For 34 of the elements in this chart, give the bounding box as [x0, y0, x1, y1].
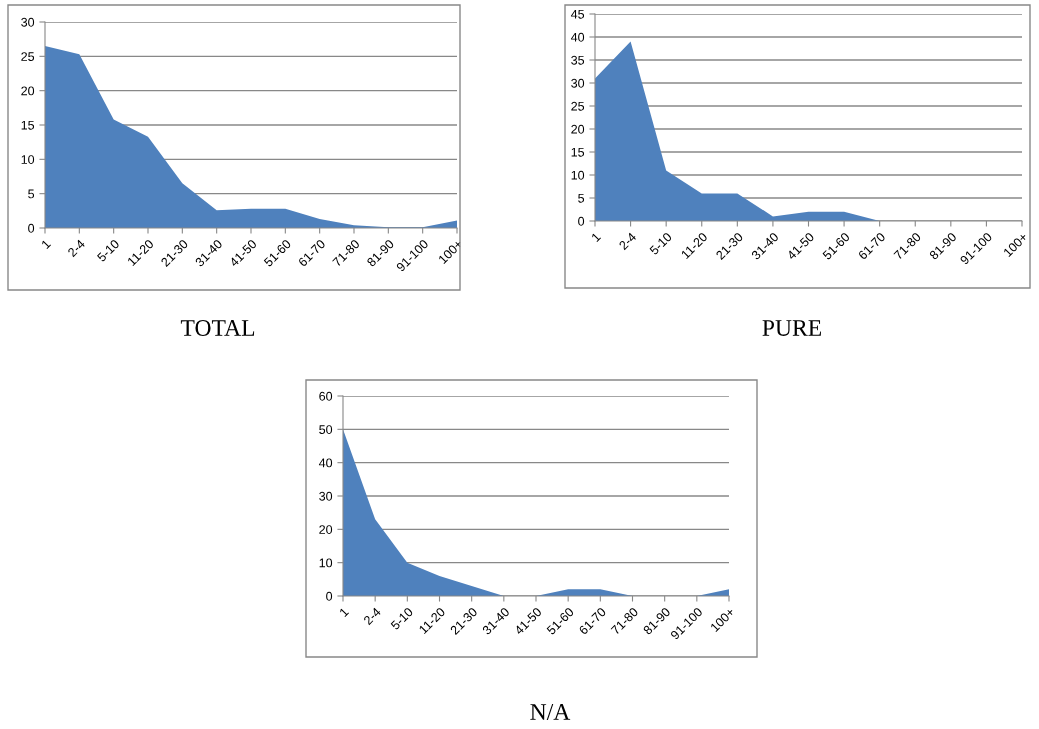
text: PURE [762, 320, 821, 336]
y-tick-label: 0 [326, 591, 333, 601]
x-tick-label: 2-4 [67, 238, 86, 258]
y-tick-label: 10 [21, 155, 35, 164]
y-tick-label: 15 [571, 147, 585, 157]
y-tick-label: 10 [571, 170, 585, 180]
y-tick-label: 45 [570, 9, 585, 19]
y-tick-label: 25 [571, 101, 585, 111]
y-tick-label: 0 [28, 223, 35, 233]
y-tick-label: 15 [21, 120, 35, 130]
y-tick-label: 30 [571, 78, 585, 88]
x-tick-label: 2-4 [618, 231, 637, 251]
x-tick-label: 1 [339, 607, 349, 618]
y-tick-label: 60 [319, 391, 333, 401]
text: N/A [530, 704, 571, 720]
y-tick-label: 30 [319, 491, 333, 501]
y-tick-label: 30 [21, 17, 35, 27]
x-tick-label: 1 [41, 239, 51, 250]
y-tick-label: 35 [571, 55, 585, 65]
y-tick-label: 10 [319, 558, 333, 568]
y-tick-label: 40 [318, 458, 333, 468]
y-tick-label: 40 [570, 32, 585, 42]
x-tick-label: 5-10 [96, 238, 120, 263]
y-tick-label: 5 [28, 189, 35, 199]
y-tick-label: 0 [578, 216, 585, 226]
y-tick-label: 20 [319, 525, 333, 534]
y-tick-label: 20 [21, 86, 35, 96]
y-tick-label: 20 [571, 124, 585, 134]
x-tick-label: 1 [591, 232, 601, 243]
y-tick-label: 50 [319, 425, 333, 434]
y-tick-label: 25 [21, 52, 35, 61]
x-tick-label: 2-4 [363, 606, 382, 626]
text: TOTAL [180, 320, 255, 336]
y-tick-label: 5 [578, 193, 585, 203]
